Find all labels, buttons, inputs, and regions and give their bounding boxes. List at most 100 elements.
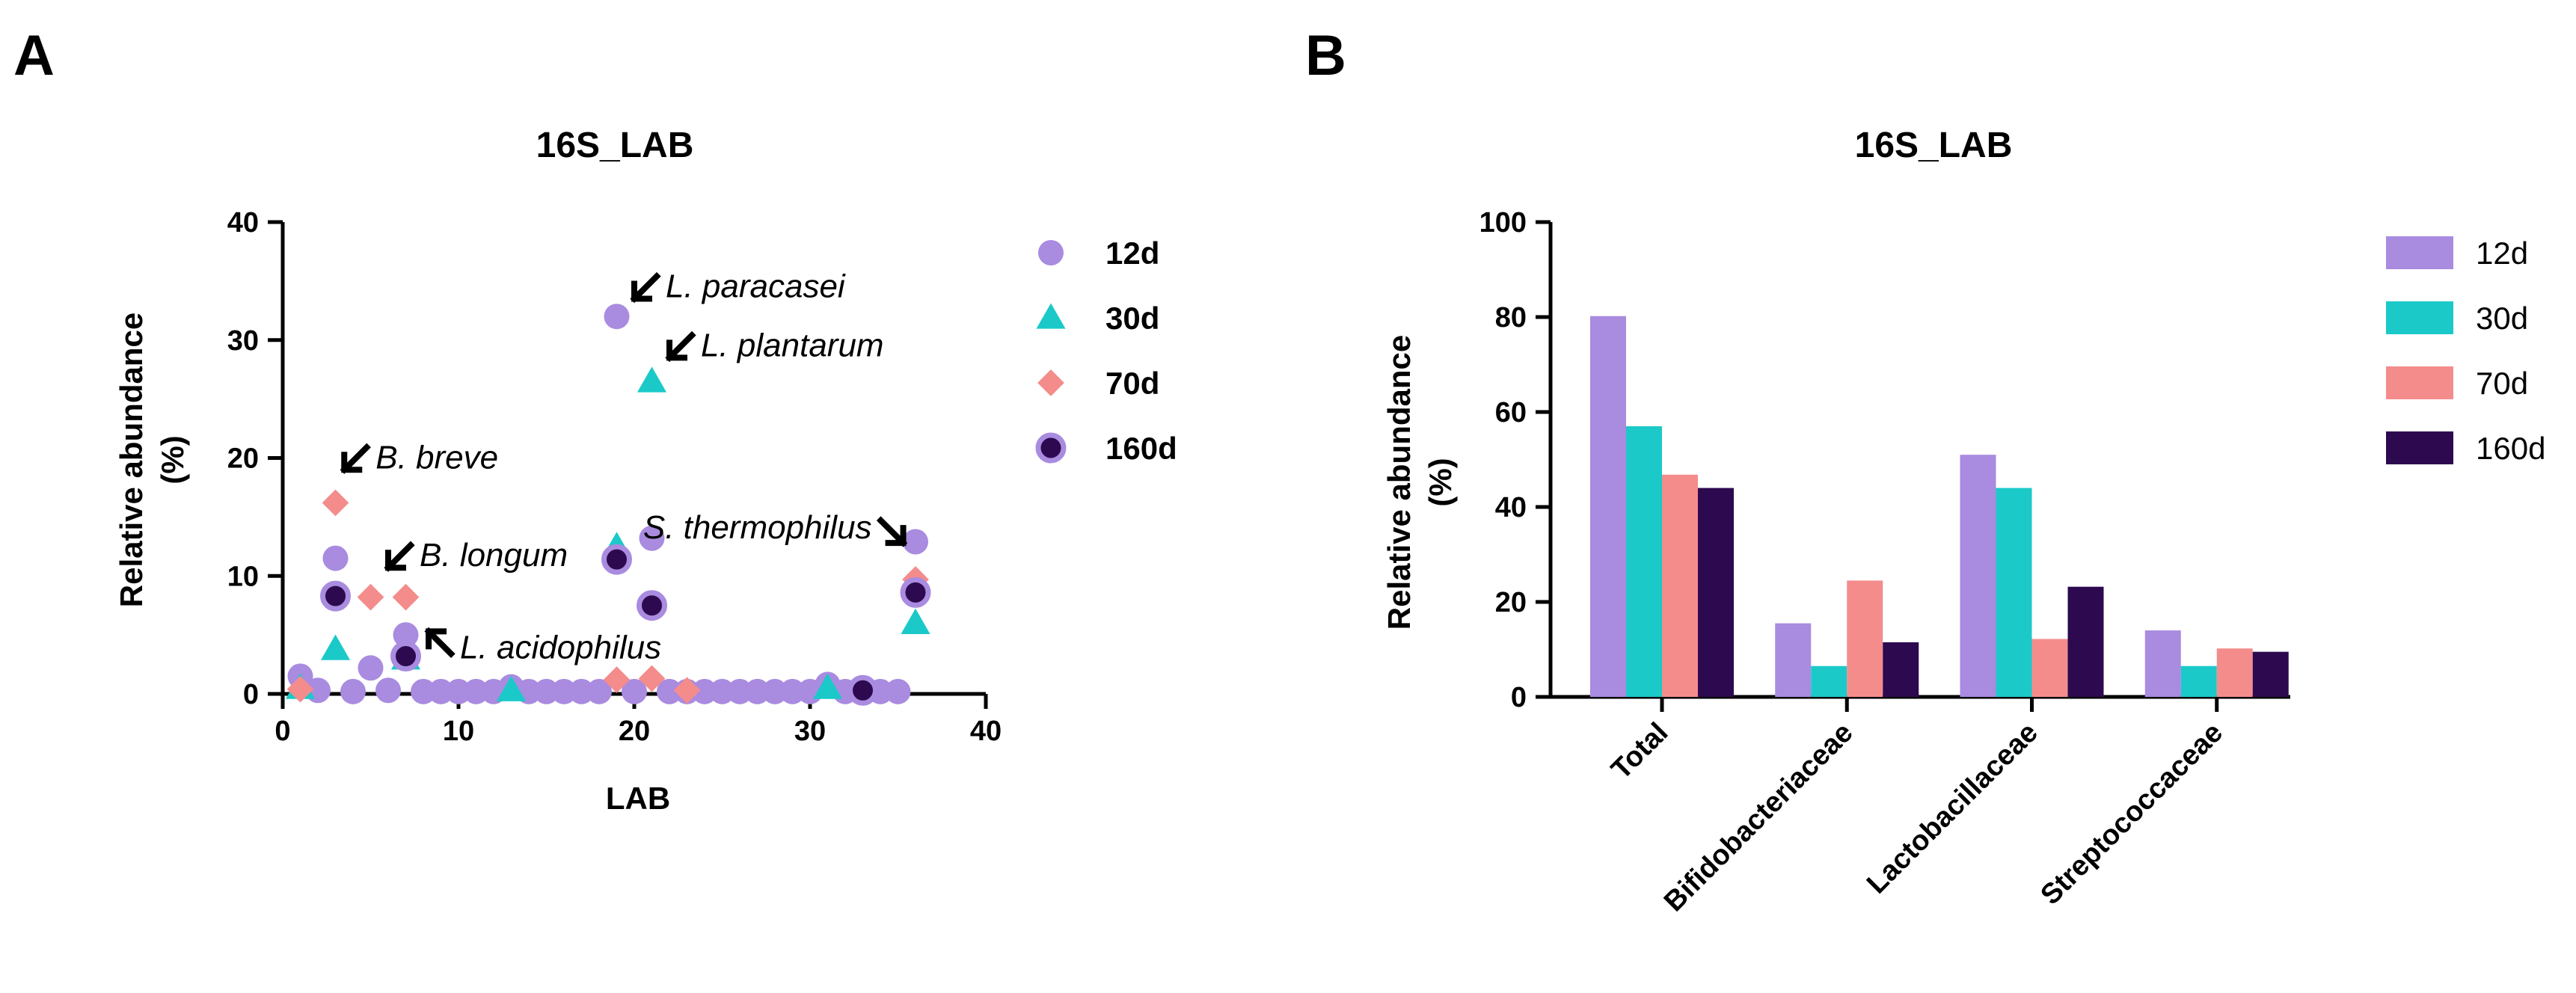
scatter-point-12d	[727, 678, 752, 704]
bar-chart: 16S_LAB Relative abundance (%) 0 20 40 60 80…	[1381, 126, 2545, 917]
bar-legend: 12d 30d 70d 160d	[2386, 236, 2545, 466]
legend-label: 12d	[1105, 236, 1159, 271]
scatter-point-12d	[762, 678, 788, 704]
bar-category-label: Streptococcaceae	[2034, 717, 2229, 911]
scatter-point-30d	[496, 675, 527, 701]
scatter-y-tick-label: 40	[227, 207, 259, 239]
scatter-point-12d	[393, 622, 419, 648]
legend-swatch-70d	[2386, 366, 2453, 399]
annotation-arrow-icon	[630, 271, 661, 304]
scatter-annotation: B. breve	[340, 439, 498, 476]
scatter-point-12d	[551, 678, 577, 704]
scatter-point-30d	[320, 634, 351, 660]
bar-legend-item: 12d	[2386, 236, 2528, 271]
panel-letter-a: A	[13, 24, 55, 87]
bar-y-tick-label: 60	[1495, 397, 1527, 428]
scatter-point-12d	[322, 545, 349, 571]
bar-12d	[1590, 316, 1626, 697]
scatter-point-12d	[657, 678, 682, 704]
legend-label: 30d	[2476, 301, 2528, 336]
bar-legend-item: 70d	[2386, 366, 2528, 401]
scatter-point-30d	[812, 673, 843, 699]
scatter-point-160d	[847, 674, 878, 706]
bar-y-tick-label: 20	[1495, 587, 1527, 618]
scatter-point-12d	[375, 677, 401, 704]
scatter-legend: 12d 30d 70d 160d	[1035, 236, 1177, 466]
scatter-point-12d	[709, 678, 735, 704]
scatter-point-12d	[533, 678, 559, 704]
scatter-annotation: B. longum	[384, 537, 568, 574]
annotation-label: B. longum	[420, 537, 568, 574]
scatter-legend-item: 70d	[1037, 366, 1159, 401]
scatter-point-30d	[637, 366, 667, 393]
scatter-y-tick-label: 20	[227, 443, 259, 475]
scatter-point-70d	[286, 675, 314, 703]
bar-30d	[1626, 426, 1662, 697]
legend-label: 70d	[2476, 366, 2528, 401]
scatter-points	[285, 304, 931, 706]
scatter-point-160d	[900, 577, 931, 608]
scatter-legend-item: 12d	[1038, 236, 1159, 271]
scatter-ylabel-line1: Relative abundance	[114, 313, 149, 607]
bar-bars	[1590, 316, 2289, 697]
legend-marker-70d	[1037, 369, 1064, 396]
bar-category-label: Total	[1605, 717, 1674, 786]
bar-ylabel-line2: (%)	[1423, 458, 1458, 506]
bar-160d	[1883, 642, 1919, 697]
scatter-point-70d	[357, 583, 384, 611]
bar-30d	[1811, 665, 1847, 697]
bar-70d	[2216, 648, 2253, 697]
bar-legend-item: 30d	[2386, 301, 2528, 336]
scatter-x-tick-label: 40	[970, 716, 1002, 747]
panel-letter-b: B	[1305, 24, 1346, 87]
bar-y-tick-label: 80	[1495, 302, 1527, 333]
scatter-point-12d	[744, 678, 770, 704]
bar-12d	[2144, 630, 2181, 697]
scatter-x-tick-label: 30	[794, 716, 826, 747]
scatter-point-12d	[568, 678, 595, 704]
scatter-point-12d	[885, 678, 911, 704]
bar-12d	[1775, 623, 1812, 697]
bar-30d	[1996, 488, 2032, 697]
scatter-point-160d	[320, 580, 351, 612]
scatter-point-12d	[411, 678, 436, 704]
scatter-point-12d	[586, 678, 612, 704]
scatter-annotation: L. acidophilus	[424, 627, 661, 665]
annotation-arrow-icon	[340, 443, 371, 474]
scatter-point-70d	[392, 583, 420, 611]
scatter-point-12d	[604, 304, 630, 330]
legend-marker-160d	[1035, 432, 1067, 464]
legend-swatch-12d	[2386, 236, 2453, 269]
scatter-y-tick-label: 10	[227, 561, 259, 592]
bar-legend-item: 160d	[2386, 431, 2545, 466]
bar-30d	[2180, 665, 2217, 697]
scatter-point-70d	[638, 665, 666, 692]
annotation-label: S. thermophilus	[643, 509, 872, 546]
scatter-x-tick-label: 0	[275, 716, 290, 747]
legend-label: 12d	[2476, 236, 2528, 271]
legend-swatch-30d	[2386, 301, 2453, 334]
scatter-point-12d	[779, 678, 806, 704]
bar-12d	[1960, 455, 1996, 697]
bar-y-tick-label: 0	[1511, 682, 1527, 713]
scatter-annotation: L. paracasei	[630, 268, 846, 305]
scatter-point-12d	[903, 529, 928, 555]
legend-label: 70d	[1105, 366, 1159, 401]
annotation-label: B. breve	[375, 439, 498, 476]
annotation-arrow-icon	[384, 541, 415, 572]
scatter-point-12d	[340, 678, 366, 704]
legend-label: 30d	[1105, 301, 1159, 336]
scatter-chart: 16S_LAB Relative abundance (%) LAB 0 10 20…	[114, 126, 1177, 816]
legend-swatch-160d	[2386, 431, 2453, 464]
bar-160d	[2067, 586, 2104, 697]
bar-title: 16S_LAB	[1855, 126, 2013, 165]
scatter-point-160d	[390, 641, 421, 672]
scatter-annotation: S. thermophilus	[643, 509, 908, 547]
bar-160d	[1698, 488, 1734, 697]
legend-label: 160d	[2476, 431, 2545, 466]
scatter-y-tick-label: 0	[243, 679, 259, 710]
scatter-point-70d	[673, 677, 701, 704]
annotation-arrow-icon	[424, 627, 456, 659]
legend-label: 160d	[1105, 431, 1177, 466]
